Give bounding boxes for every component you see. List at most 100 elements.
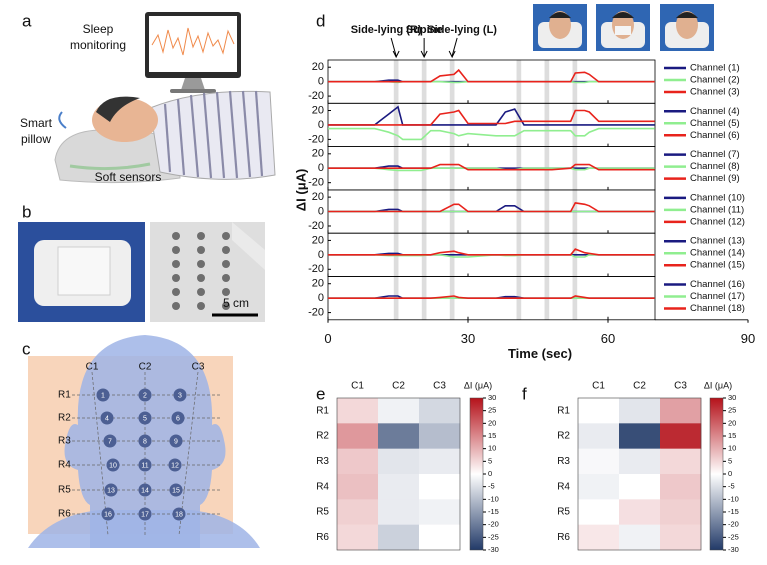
annotation: Side-lying (L) — [427, 24, 497, 36]
sensor-node — [173, 388, 187, 402]
column-label: C3 — [192, 362, 205, 373]
legend-label: Channel (6) — [690, 130, 740, 141]
sensor-node — [96, 388, 110, 402]
y-tick-label: 0 — [318, 162, 324, 174]
y-tick-label: -20 — [308, 133, 324, 145]
colorbar-tick-label: 5 — [728, 456, 732, 465]
heatmap-cell — [619, 474, 661, 500]
x-tick-label: 0 — [324, 331, 331, 346]
sensor-number: 3 — [178, 392, 182, 399]
legend-label: Channel (7) — [690, 149, 740, 160]
heatmap-cell — [660, 499, 702, 525]
pillow-photo — [18, 222, 145, 322]
y-tick-label: -20 — [308, 263, 324, 275]
row-label: R3 — [316, 456, 329, 467]
panel-label: c — [22, 339, 31, 358]
monitor-illustration — [149, 16, 237, 72]
person-illustration — [215, 91, 226, 179]
person-illustration — [254, 90, 264, 177]
legend-label: Channel (8) — [690, 161, 740, 172]
heatmap-cell — [378, 524, 420, 551]
sensor-number: 9 — [174, 438, 178, 445]
heatmap-cell — [660, 423, 702, 449]
sensor-number: 16 — [104, 511, 112, 518]
colorbar-tick-label: -5 — [728, 482, 735, 491]
y-tick-label: 0 — [318, 249, 324, 261]
colorbar-tick-label: -5 — [488, 482, 495, 491]
legend-label: Channel (18) — [690, 303, 745, 314]
head-diagram — [28, 335, 260, 548]
legend-label: Channel (4) — [690, 106, 740, 117]
monitor-illustration — [170, 89, 216, 93]
y-tick-label: 20 — [312, 148, 324, 160]
sensor-number: 10 — [109, 462, 117, 469]
sensor-number: 7 — [108, 438, 112, 445]
colorbar-tick-label: 30 — [728, 393, 736, 402]
y-tick-label: 20 — [312, 61, 324, 73]
sensor-dot — [172, 260, 180, 268]
person-illustration — [163, 90, 264, 179]
column-label: C2 — [392, 381, 405, 392]
heatmap-cell — [378, 398, 420, 424]
heatmap-cell — [378, 499, 420, 525]
row-label: R5 — [58, 485, 71, 496]
legend-label: Channel (12) — [690, 216, 745, 227]
colorbar-tick-label: -15 — [728, 507, 739, 516]
colorbar-tick-label: 0 — [488, 469, 492, 478]
scale-bar-label: 5 cm — [223, 296, 249, 310]
y-tick-label: 0 — [318, 292, 324, 304]
sensor-node — [172, 507, 186, 521]
pillow-label: pillow — [21, 132, 51, 146]
person-illustration — [58, 111, 67, 129]
sensor-number: 11 — [141, 462, 148, 469]
column-label: C2 — [139, 362, 152, 373]
row-label: R1 — [557, 405, 570, 416]
row-label: R2 — [316, 431, 329, 442]
sensor-number: 17 — [141, 511, 149, 518]
row-label: R3 — [58, 436, 71, 447]
legend-label: Channel (10) — [690, 192, 745, 203]
sensor-array-photo — [150, 222, 265, 322]
sensor-number: 12 — [171, 462, 179, 469]
column-label: C2 — [633, 381, 646, 392]
heatmap-cell — [337, 423, 379, 449]
channel-line — [328, 248, 655, 256]
heatmap-cell — [337, 398, 379, 424]
x-tick-label: 30 — [461, 331, 475, 346]
sensor-dot — [172, 302, 180, 310]
colorbar-tick-label: -25 — [488, 532, 499, 541]
sensor-dot — [222, 232, 230, 240]
channel-line — [328, 202, 655, 213]
sensor-dot — [197, 274, 205, 282]
heatmap-frame — [336, 397, 461, 551]
channel-line — [328, 163, 655, 171]
row-label: R1 — [316, 405, 329, 416]
column-label: C1 — [351, 381, 364, 392]
colorbar-tick-label: 15 — [728, 431, 736, 440]
sensor-array-photo — [172, 232, 230, 310]
x-axis-label: Time (sec) — [508, 346, 572, 361]
y-tick-label: 20 — [312, 278, 324, 290]
legend-label: Channel (3) — [690, 87, 740, 98]
row-label: R4 — [557, 481, 570, 492]
panel-label: d — [316, 11, 325, 30]
colorbar-tick-label: 25 — [488, 406, 496, 415]
posture-photos — [615, 26, 631, 35]
row-label: R3 — [557, 456, 570, 467]
heatmap-cell — [660, 524, 702, 551]
legend-label: Channel (16) — [690, 279, 745, 290]
heatmap-cell — [578, 398, 620, 424]
y-tick-label: 0 — [318, 119, 324, 131]
heatmap-cell — [337, 474, 379, 500]
sensor-node — [103, 434, 117, 448]
colorbar-tick-label: 15 — [488, 431, 496, 440]
sensor-dot — [172, 246, 180, 254]
sensor-dot — [222, 246, 230, 254]
annotation-arrow — [390, 37, 397, 57]
person-illustration — [69, 162, 151, 171]
heatmap-cell — [378, 474, 420, 500]
grid-guide — [178, 371, 199, 536]
channel-line — [328, 295, 655, 299]
